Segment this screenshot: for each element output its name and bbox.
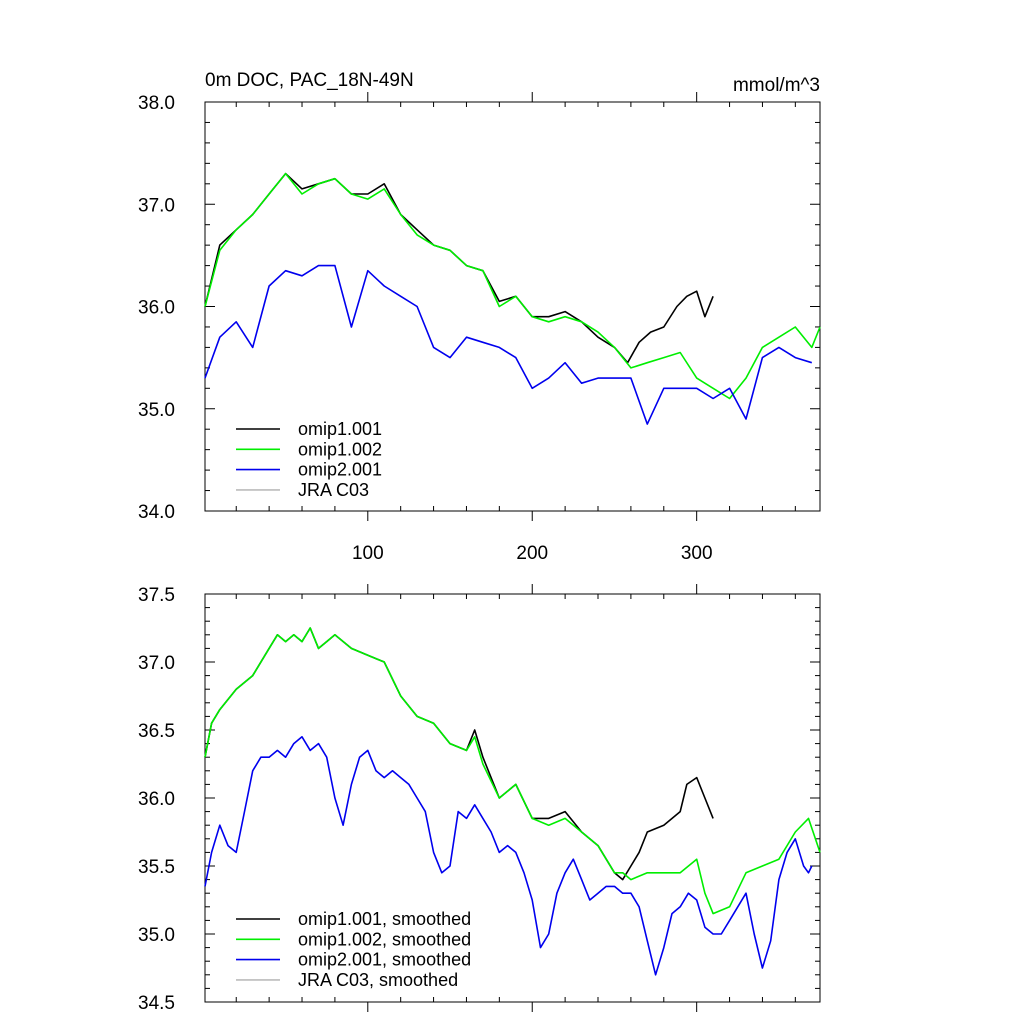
- legend-label: omip1.002: [298, 439, 382, 459]
- legend-label: omip1.001, smoothed: [298, 909, 471, 929]
- chart-panel-top: 34.0 35.0 36.0 37.0 38.0 100 200 300 0m DOC, PAC…: [138, 70, 821, 564]
- series-line-1: [204, 172, 714, 364]
- x-tick-label: 300: [681, 543, 713, 564]
- units-label: mmol/m^3: [733, 75, 820, 96]
- legend-label: omip1.001: [298, 419, 382, 439]
- y-tick-label: 37.5: [138, 585, 175, 606]
- y-tick-label: 36.0: [138, 298, 175, 319]
- series-line-2: [204, 172, 821, 400]
- y-tick-label: 35.0: [138, 925, 175, 946]
- series-line-3: [204, 735, 813, 976]
- y-tick-label: 37.0: [138, 195, 175, 216]
- y-tick-label: 35.0: [138, 400, 175, 421]
- legend-label: JRA C03, smoothed: [298, 970, 458, 990]
- series-line-3: [204, 264, 813, 425]
- legend-label: omip1.002, smoothed: [298, 929, 471, 949]
- chart-title: 0m DOC, PAC_18N-49N: [205, 70, 414, 91]
- x-tick-label: 100: [352, 543, 384, 564]
- x-tick-label: 200: [516, 543, 548, 564]
- legend-label: omip2.001: [298, 460, 382, 480]
- y-tick-label: 34.0: [138, 502, 175, 523]
- chart-panel-bottom: 34.5 35.0 35.5 36.0 36.5 37.0 37.5 omip1.001, s…: [138, 584, 821, 1014]
- y-tick-label: 37.0: [138, 653, 175, 674]
- y-tick-label: 34.5: [138, 993, 175, 1014]
- legend-label: JRA C03: [298, 480, 369, 500]
- y-tick-label: 38.0: [138, 93, 175, 114]
- y-tick-label: 35.5: [138, 857, 175, 878]
- y-tick-label: 36.5: [138, 721, 175, 742]
- series-line-2: [204, 627, 821, 915]
- y-tick-label: 36.0: [138, 789, 175, 810]
- legend-label: omip2.001, smoothed: [298, 950, 471, 970]
